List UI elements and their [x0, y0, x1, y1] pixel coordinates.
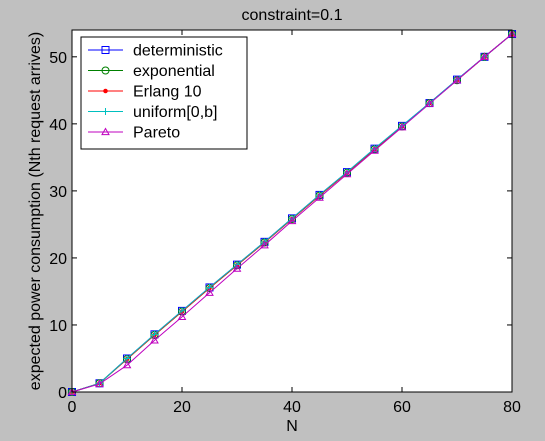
y-tick-label: 40: [49, 117, 67, 134]
legend-item: deterministic: [88, 43, 223, 60]
legend-swatch-marker: [101, 127, 110, 136]
legend-label: deterministic: [133, 43, 223, 60]
legend-item: exponential: [88, 63, 215, 80]
legend-label: Pareto: [133, 125, 180, 142]
legend-swatch-marker: [102, 108, 109, 115]
legend-label: uniform[0,b]: [133, 104, 217, 121]
data-point: [260, 240, 269, 249]
series-layer: [67, 29, 517, 396]
chart-title: constraint=0.1: [242, 7, 343, 24]
x-tick-label: 60: [393, 399, 411, 416]
x-tick-label: 20: [173, 399, 191, 416]
legend-label: exponential: [133, 63, 215, 80]
y-axis-label: expected power consumption (Nth request …: [27, 32, 44, 390]
legend: deterministic exponential Erlang 10 uniform…: [80, 36, 248, 150]
data-point: [177, 312, 187, 321]
x-tick-label: 80: [503, 399, 521, 416]
legend-box: [80, 36, 248, 150]
plot-frame: [71, 29, 513, 393]
x-tick-label: 40: [283, 399, 301, 416]
x-axis-label: N: [286, 418, 298, 435]
legend-item: Pareto: [88, 125, 180, 142]
legend-swatch-marker: [103, 88, 108, 94]
data-point: [342, 169, 352, 178]
legend-item: uniform[0,b]: [88, 104, 217, 121]
legend-swatch-marker: [101, 46, 110, 54]
axis-ticks: 0 20 40 60 80 0 10 20 30 40 50: [49, 30, 521, 416]
data-point: [205, 288, 214, 296]
legend-label: Erlang 10: [133, 84, 202, 101]
data-point: [397, 122, 407, 131]
y-tick-label: 0: [58, 385, 67, 402]
y-tick-label: 20: [49, 251, 67, 268]
data-point: [480, 52, 489, 60]
data-point: [452, 75, 462, 84]
data-point: [287, 216, 297, 225]
series-pareto: [67, 29, 517, 396]
legend-swatch-marker: [101, 66, 110, 75]
data-point: [150, 335, 159, 344]
y-tick-label: 50: [49, 50, 67, 67]
y-tick-label: 30: [49, 184, 67, 201]
x-tick-label: 0: [68, 399, 77, 416]
data-point: [122, 360, 132, 369]
y-tick-label: 10: [49, 318, 67, 335]
data-point: [232, 264, 242, 272]
series-line: [71, 33, 513, 393]
data-point: [95, 379, 104, 388]
data-point: [315, 193, 324, 201]
data-point: [370, 146, 379, 154]
data-point: [425, 99, 434, 107]
legend-item: Erlang 10: [88, 84, 202, 101]
